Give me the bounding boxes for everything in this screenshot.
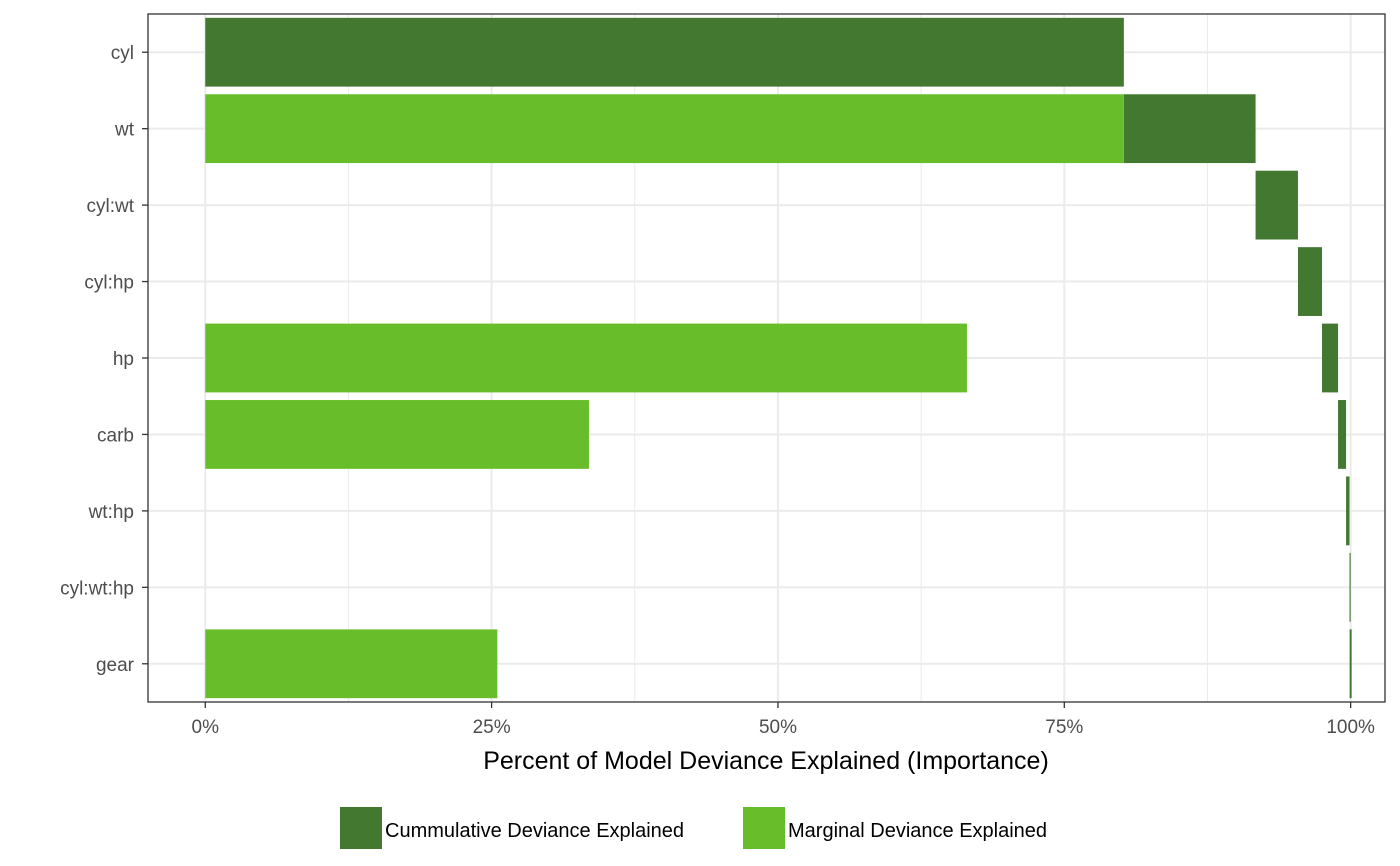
y-tick-label-carb: carb: [97, 425, 134, 446]
y-tick-label-cyl-wt: cyl:wt: [87, 196, 135, 217]
legend: Cummulative Deviance Explained Marginal D…: [340, 807, 1047, 849]
y-tick-label-wt: wt: [114, 120, 135, 141]
legend-key-marginal: [743, 807, 785, 849]
cumulative-bar-carb: [1338, 400, 1347, 469]
marginal-bar-carb: [205, 400, 589, 469]
legend-label-marginal: Marginal Deviance Explained: [788, 820, 1047, 842]
bars: [205, 17, 1352, 699]
marginal-bar-gear: [205, 629, 498, 699]
y-tick-label-wt-hp: wt:hp: [88, 502, 134, 523]
x-tick-label: 25%: [473, 717, 511, 738]
x-tick-label: 50%: [759, 717, 797, 738]
y-tick-label-cyl: cyl: [111, 43, 134, 64]
legend-key-cumulative: [340, 807, 382, 849]
cumulative-bar-hp: [1322, 323, 1339, 393]
marginal-bar-wt: [205, 94, 1124, 164]
cumulative-bar-cyl: [205, 17, 1124, 87]
axes: cyl wt cyl:wt cyl:hp hp carb wt:hp cyl:wt:hp gea…: [60, 43, 1375, 738]
cumulative-bar-cyl-hp: [1297, 247, 1323, 316]
marginal-bar-hp: [205, 323, 967, 393]
x-tick-label: 0%: [192, 717, 220, 738]
y-tick-label-cyl-hp: cyl:hp: [84, 273, 134, 294]
x-tick-label: 75%: [1045, 717, 1083, 738]
cumulative-bar-cyl-wt-hp: [1349, 552, 1351, 622]
x-axis-title: Percent of Model Deviance Explained (Imp…: [483, 747, 1049, 775]
y-tick-label-cyl-wt-hp: cyl:wt:hp: [60, 578, 134, 599]
cumulative-bar-cyl-wt: [1255, 170, 1298, 240]
legend-label-cumulative: Cummulative Deviance Explained: [385, 820, 684, 842]
x-tick-label: 100%: [1326, 717, 1375, 738]
y-tick-label-gear: gear: [96, 655, 135, 676]
cumulative-bar-gear: [1349, 629, 1352, 699]
y-tick-label-hp: hp: [113, 349, 134, 370]
cumulative-bar-wt-hp: [1346, 476, 1350, 546]
cumulative-bar-wt: [1123, 94, 1256, 164]
